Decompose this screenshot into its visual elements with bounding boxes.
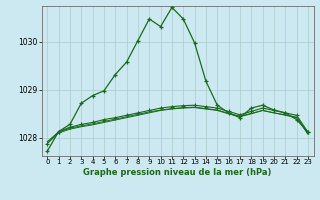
X-axis label: Graphe pression niveau de la mer (hPa): Graphe pression niveau de la mer (hPa) [84, 168, 272, 177]
